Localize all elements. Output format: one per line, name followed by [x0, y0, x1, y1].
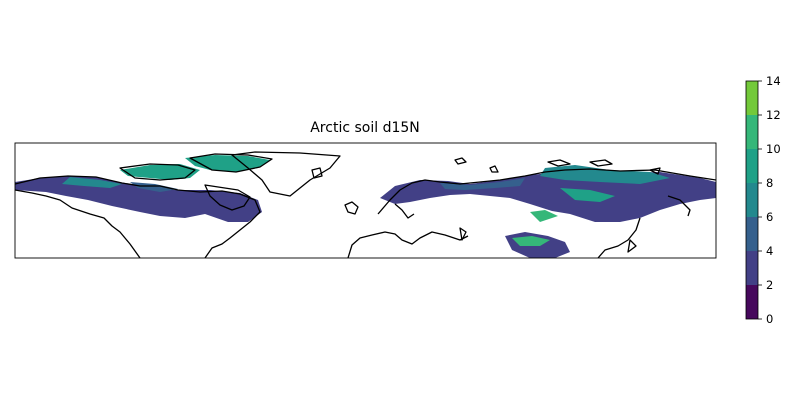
colorbar-tick-label: 8 — [766, 176, 773, 190]
coastlines — [15, 151, 716, 258]
colorbar-tick-label: 0 — [766, 312, 773, 326]
colorbar-tick-label: 14 — [766, 74, 781, 88]
map-frame — [14, 142, 717, 259]
colorbar-segment — [746, 285, 758, 319]
colorbar-tick-label: 10 — [766, 142, 781, 156]
colorbar-tick-label: 4 — [766, 244, 773, 258]
map-panel — [14, 142, 717, 259]
colorbar-segment — [746, 81, 758, 115]
colorbar-tick-label: 6 — [766, 210, 773, 224]
eurasia-fill — [380, 165, 716, 258]
colorbar-segment — [746, 251, 758, 285]
colorbar-segment — [746, 115, 758, 149]
colorbar-tick-label: 2 — [766, 278, 773, 292]
colorbar-segment — [746, 183, 758, 217]
colorbar-tick-label: 12 — [766, 108, 781, 122]
colorbar-segment — [746, 217, 758, 251]
colorbar: 0 2 4 6 8 10 12 14 — [745, 74, 781, 326]
map-title: Arctic soil d15N — [310, 120, 420, 136]
north-america-fill — [15, 155, 270, 222]
colorbar-segment — [746, 149, 758, 183]
colorbar-frame — [745, 80, 759, 320]
